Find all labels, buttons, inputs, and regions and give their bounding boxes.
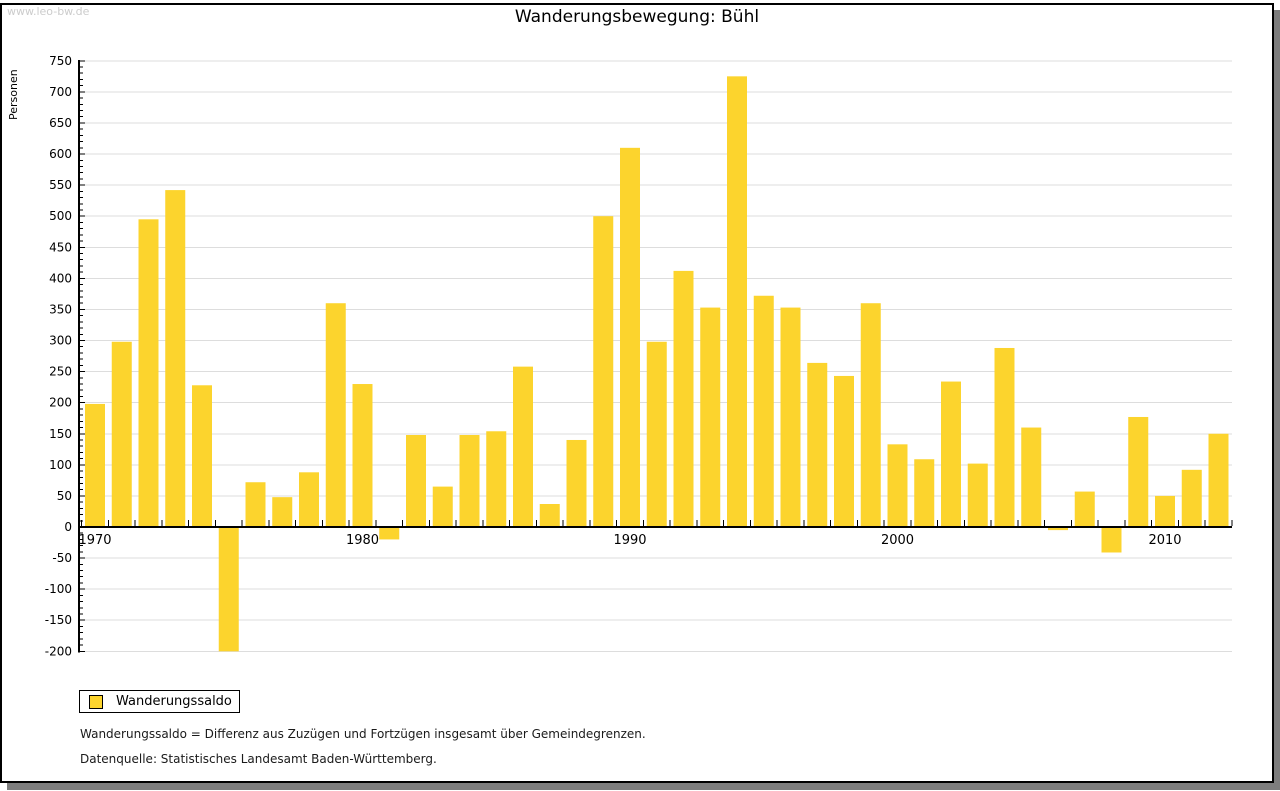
- bar-1993: [700, 307, 721, 527]
- bar-1973: [165, 190, 186, 527]
- y-axis-title: Personen: [7, 69, 20, 120]
- bar-1974: [192, 385, 212, 527]
- bar-1979: [325, 303, 346, 527]
- bar-2012: [1208, 433, 1229, 527]
- y-tick-label-700: 700: [49, 85, 72, 99]
- bar-2009: [1128, 416, 1149, 527]
- bar-1976: [245, 482, 266, 527]
- bar-1987: [539, 504, 560, 527]
- bar-1970: [85, 403, 105, 527]
- bar-1994: [727, 76, 747, 527]
- page-title: Wanderungsbewegung: Bühl: [514, 7, 760, 27]
- y-tick-label--50: -50: [52, 551, 72, 565]
- bar-1983: [432, 486, 453, 527]
- legend-color-swatch-icon: [89, 694, 103, 709]
- bar-1978: [299, 472, 319, 527]
- bar-1980: [352, 384, 373, 527]
- bar-1989: [593, 216, 614, 527]
- y-tick-label-150: 150: [49, 427, 72, 441]
- bar-1997: [807, 362, 828, 527]
- bar-1992: [673, 270, 694, 527]
- y-tick-label-650: 650: [49, 116, 72, 130]
- y-tick-label-600: 600: [49, 147, 72, 161]
- y-tick-label-400: 400: [49, 271, 72, 285]
- x-year-label-1990: 1990: [613, 533, 646, 548]
- bar-2003: [967, 463, 988, 527]
- bar-2011: [1181, 469, 1202, 527]
- footnote-source: Datenquelle: Statistisches Landesamt Bad…: [80, 752, 437, 766]
- y-tick-label-200: 200: [49, 396, 72, 410]
- y-tick-label-250: 250: [49, 365, 72, 379]
- bar-2010: [1155, 495, 1175, 527]
- x-year-label-1980: 1980: [346, 533, 379, 548]
- bar-2000: [887, 444, 908, 527]
- y-tick-label--100: -100: [45, 582, 72, 596]
- bar-2008: [1101, 527, 1122, 553]
- y-tick-label-100: 100: [49, 458, 72, 472]
- legend: Wanderungssaldo: [79, 690, 240, 713]
- bar-1999: [860, 303, 881, 527]
- bar-1972: [138, 219, 159, 527]
- bar-1990: [620, 147, 640, 527]
- bar-1971: [111, 341, 132, 527]
- bar-1988: [566, 439, 587, 527]
- y-tick-label-50: 50: [57, 489, 72, 503]
- bar-1986: [513, 366, 533, 527]
- bar-1981: [379, 527, 400, 540]
- bar-2004: [994, 347, 1015, 527]
- bar-1977: [272, 497, 293, 527]
- y-tick-label-500: 500: [49, 209, 72, 223]
- y-tick-label-0: 0: [64, 520, 72, 534]
- legend-label: Wanderungssaldo: [116, 694, 232, 709]
- x-year-label-1970: 1970: [78, 533, 111, 548]
- y-tick-label-450: 450: [49, 240, 72, 254]
- y-tick-label--150: -150: [45, 613, 72, 627]
- bar-2002: [941, 381, 961, 527]
- x-year-label-2000: 2000: [881, 533, 914, 548]
- bar-1998: [834, 375, 854, 527]
- bar-1982: [406, 435, 426, 527]
- watermark: www.leo-bw.de: [7, 5, 90, 18]
- footnote-definition: Wanderungssaldo = Differenz aus Zuzügen …: [80, 727, 646, 741]
- bar-2005: [1021, 427, 1042, 527]
- bar-1995: [753, 295, 774, 527]
- x-year-label-2010: 2010: [1148, 533, 1181, 548]
- y-tick-label-300: 300: [49, 334, 72, 348]
- bar-1996: [780, 307, 801, 527]
- bar-1984: [459, 435, 480, 527]
- y-tick-label--200: -200: [45, 644, 72, 658]
- bar-2001: [914, 459, 935, 527]
- y-tick-label-750: 750: [49, 54, 72, 68]
- bar-1985: [486, 431, 507, 527]
- y-tick-label-350: 350: [49, 302, 72, 316]
- bar-1991: [646, 341, 667, 527]
- bar-2006: [1048, 527, 1068, 531]
- bar-2007: [1074, 491, 1095, 527]
- y-tick-label-550: 550: [49, 178, 72, 192]
- bar-1975: [218, 527, 239, 652]
